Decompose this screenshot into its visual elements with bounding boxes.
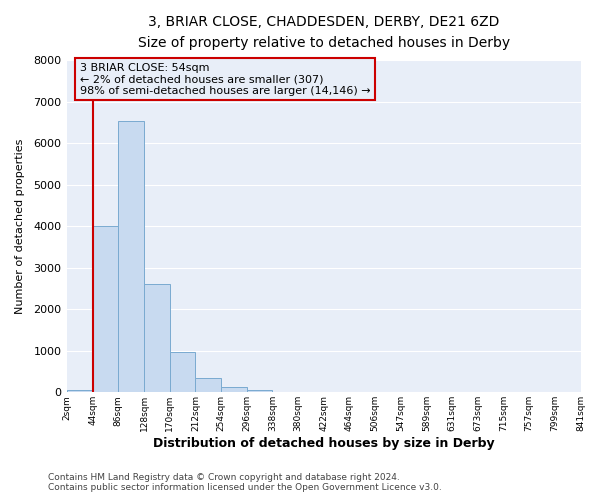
Bar <box>144 284 170 393</box>
Text: 3 BRIAR CLOSE: 54sqm
← 2% of detached houses are smaller (307)
98% of semi-detac: 3 BRIAR CLOSE: 54sqm ← 2% of detached ho… <box>80 62 370 96</box>
X-axis label: Distribution of detached houses by size in Derby: Distribution of detached houses by size … <box>153 437 494 450</box>
Text: Contains HM Land Registry data © Crown copyright and database right 2024.: Contains HM Land Registry data © Crown c… <box>48 474 400 482</box>
Bar <box>118 120 144 392</box>
Bar <box>196 378 221 392</box>
Bar <box>67 390 92 392</box>
Y-axis label: Number of detached properties: Number of detached properties <box>15 138 25 314</box>
Text: Contains public sector information licensed under the Open Government Licence v3: Contains public sector information licen… <box>48 484 442 492</box>
Bar <box>247 390 272 392</box>
Bar <box>221 387 247 392</box>
Bar <box>170 352 196 393</box>
Title: 3, BRIAR CLOSE, CHADDESDEN, DERBY, DE21 6ZD
Size of property relative to detache: 3, BRIAR CLOSE, CHADDESDEN, DERBY, DE21 … <box>137 15 510 50</box>
Bar <box>92 226 118 392</box>
